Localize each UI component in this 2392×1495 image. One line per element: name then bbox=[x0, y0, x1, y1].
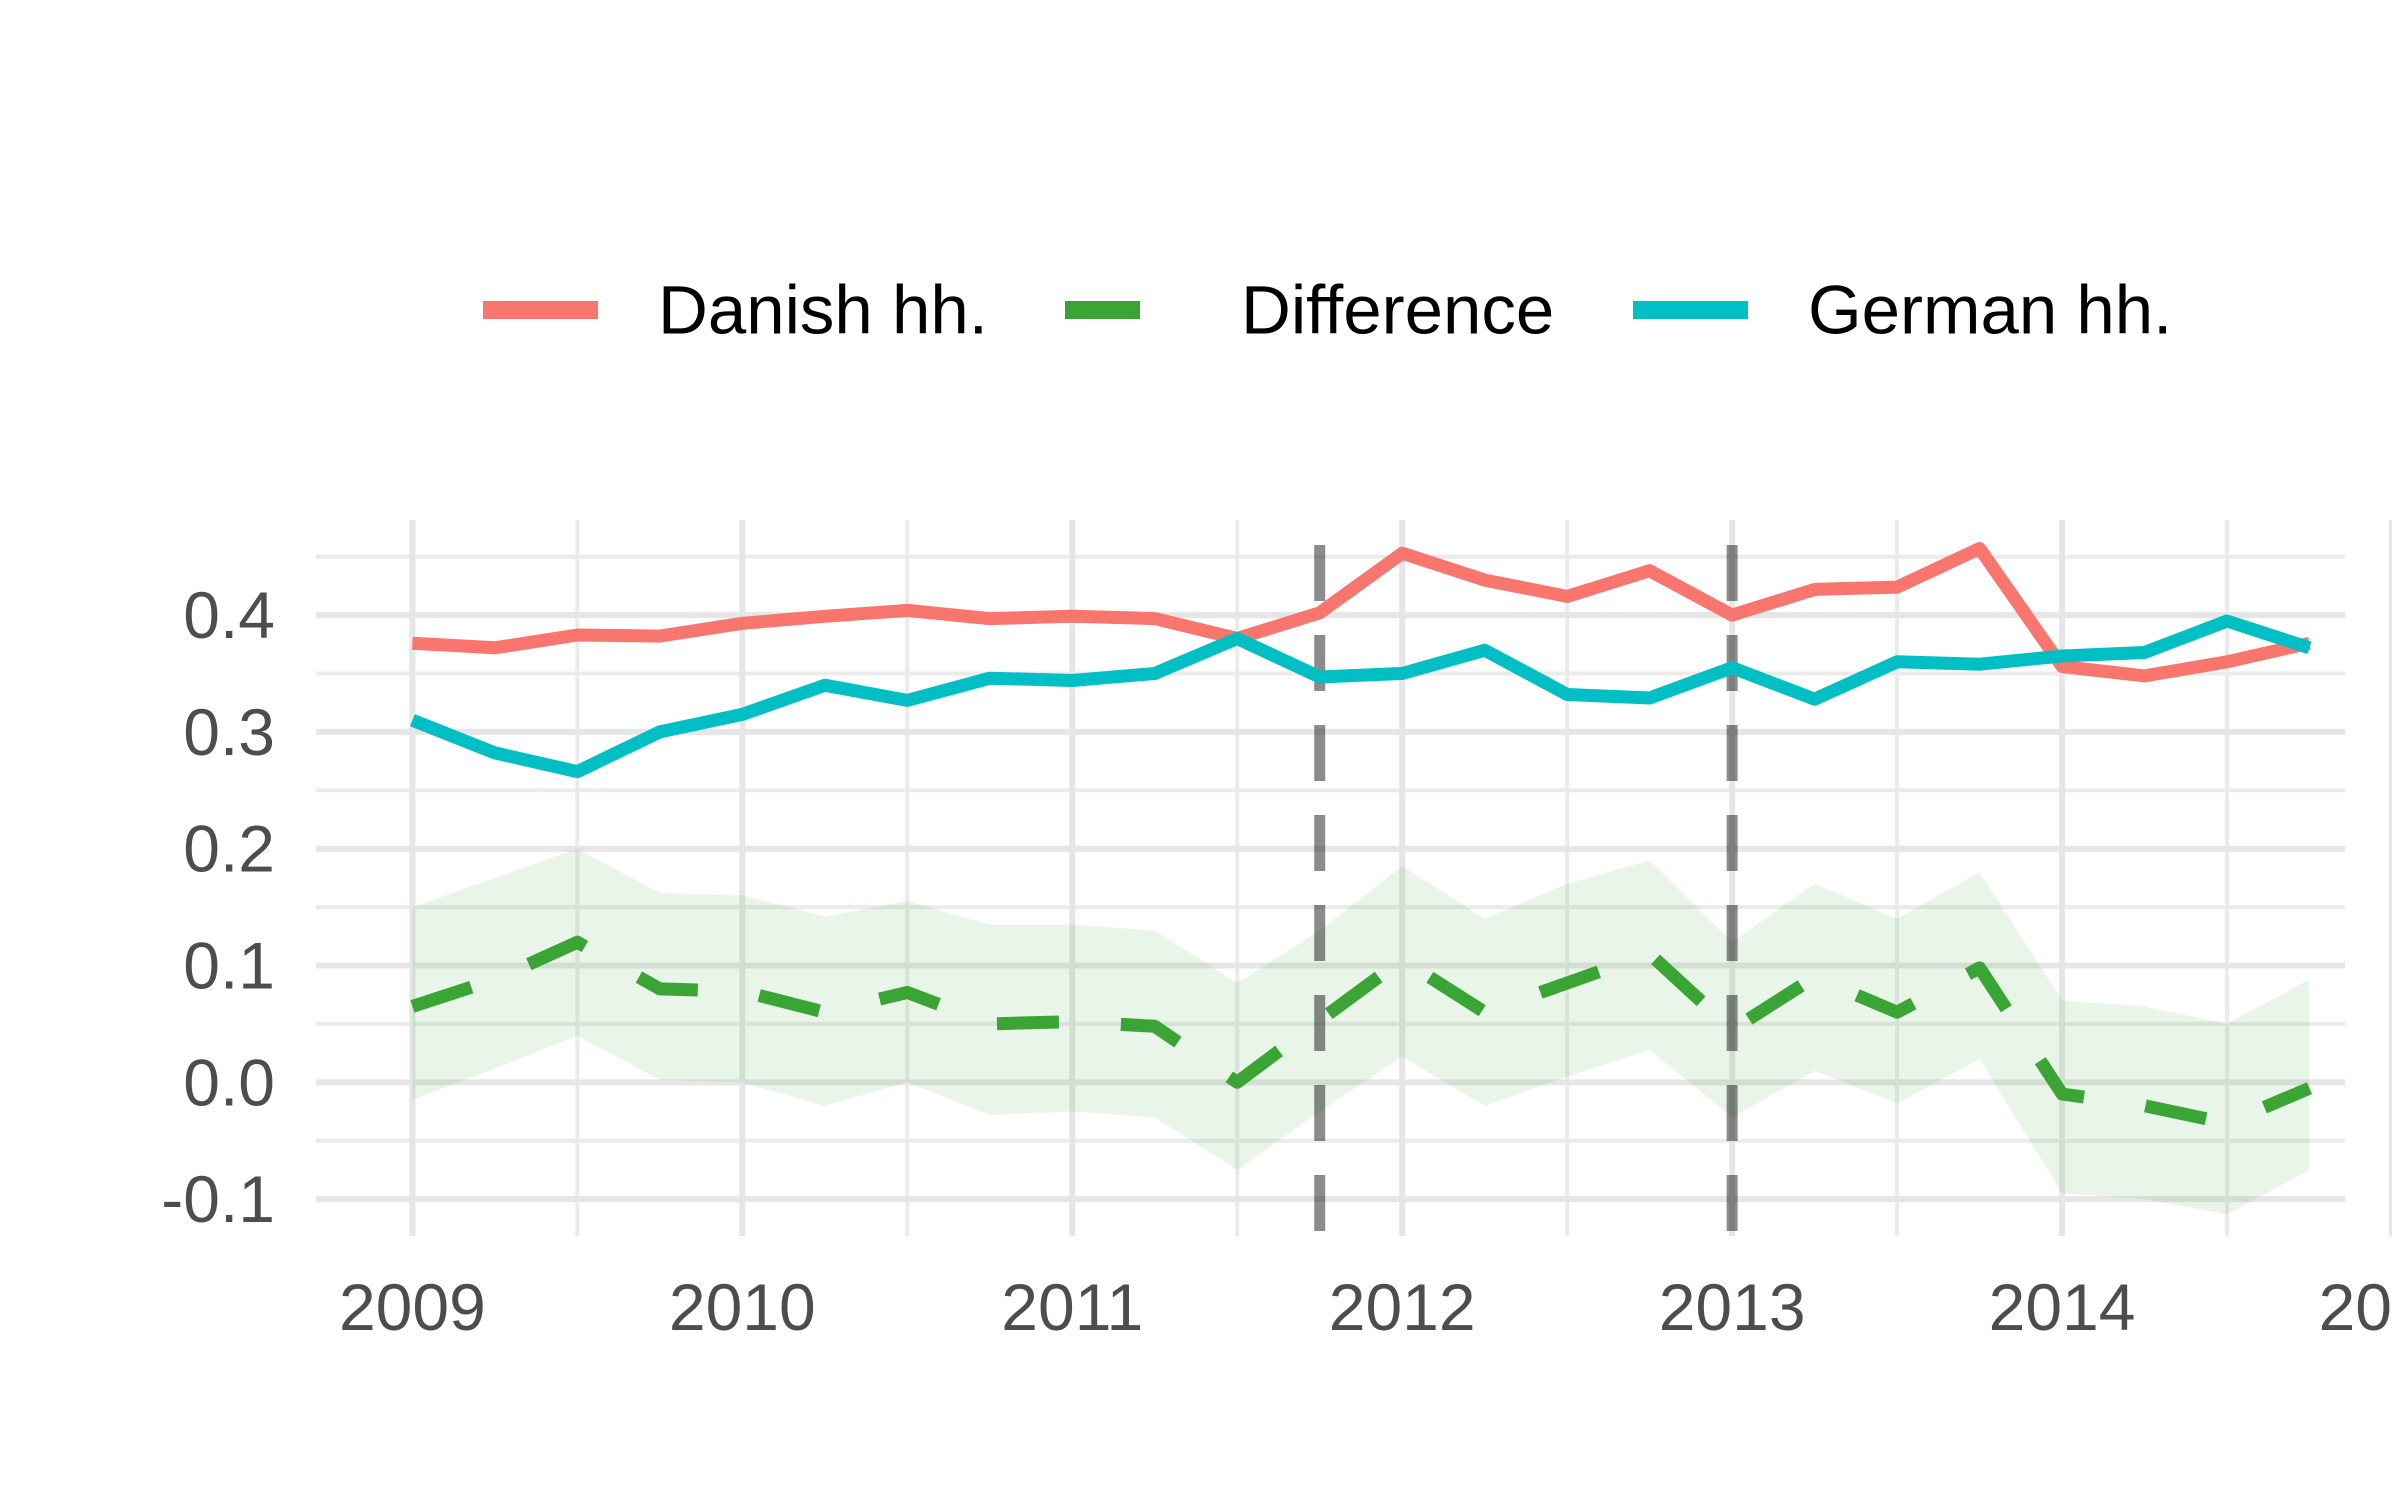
legend-label: Danish hh. bbox=[658, 272, 988, 349]
ribbon-layer bbox=[412, 848, 2310, 1215]
series-line-danish-hh bbox=[412, 542, 2311, 683]
y-tick-label: 0.2 bbox=[183, 812, 275, 886]
x-tick-label: 2013 bbox=[1659, 1270, 1806, 1344]
vline-layer bbox=[1314, 545, 1738, 1236]
legend-label: German hh. bbox=[1808, 272, 2172, 349]
x-tick-label: 2010 bbox=[669, 1270, 816, 1344]
series-layer bbox=[410, 542, 2313, 1130]
legend-label: Difference bbox=[1241, 272, 1554, 349]
series-line-german-hh bbox=[410, 614, 2312, 779]
y-tick-label: -0.1 bbox=[161, 1162, 275, 1236]
series-line-difference bbox=[410, 935, 2313, 1130]
y-tick-label: 0.1 bbox=[183, 929, 275, 1003]
grid-layer bbox=[316, 520, 2392, 1236]
confidence-band bbox=[412, 848, 2310, 1215]
x-tick-label: 2015 bbox=[2319, 1270, 2392, 1344]
x-tick-label: 2011 bbox=[1001, 1270, 1143, 1344]
y-tick-label: 0.3 bbox=[183, 695, 275, 769]
x-tick-label: 2009 bbox=[339, 1270, 486, 1344]
axis-layer: -0.1 0.0 0.1 0.2 0.3 0.4 2009 2010 2011 2012 2013 2… bbox=[161, 578, 2392, 1344]
legend: Danish hh. Difference German hh. bbox=[483, 272, 2172, 349]
y-tick-label: 0.0 bbox=[183, 1045, 275, 1119]
y-tick-label: 0.4 bbox=[183, 578, 275, 652]
x-tick-label: 2012 bbox=[1329, 1270, 1476, 1344]
x-tick-label: 2014 bbox=[1989, 1270, 2136, 1344]
